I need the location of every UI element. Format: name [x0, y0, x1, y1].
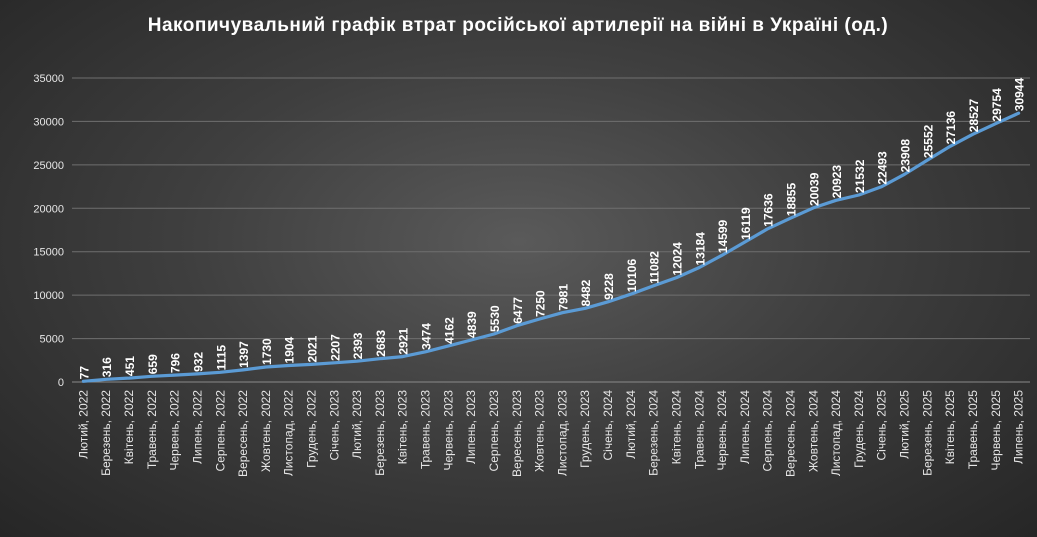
x-tick-label: Жовтень, 2024 — [806, 390, 820, 472]
x-tick-label: Липень, 2025 — [1012, 390, 1026, 464]
data-label: 16119 — [739, 207, 753, 240]
x-tick-label: Вересень, 2022 — [236, 390, 250, 477]
x-tick-label: Квітень, 2023 — [396, 390, 410, 465]
x-tick-label: Квітень, 2024 — [669, 390, 683, 465]
data-label: 30944 — [1013, 78, 1027, 112]
x-tick-label: Лютий, 2023 — [350, 390, 364, 459]
chart-title: Накопичувальний графік втрат російської … — [148, 15, 889, 36]
data-label: 11082 — [648, 251, 662, 284]
data-label: 6477 — [511, 297, 525, 324]
x-tick-label: Жовтень, 2022 — [259, 390, 273, 472]
y-tick-label: 5000 — [40, 334, 64, 346]
x-tick-label: Червень, 2025 — [989, 390, 1003, 471]
data-label: 932 — [191, 352, 205, 372]
data-label: 20923 — [830, 165, 844, 199]
data-label: 17636 — [762, 193, 776, 227]
data-label: 1115 — [214, 345, 228, 371]
x-tick-label: Квітень, 2022 — [122, 390, 136, 465]
x-tick-label: Листопад, 2023 — [555, 390, 569, 476]
gridlines — [72, 77, 1030, 383]
x-tick-label: Серпень, 2023 — [487, 390, 501, 472]
x-tick-label: Травень, 2022 — [145, 390, 159, 469]
x-tick-label: Серпень, 2022 — [213, 390, 227, 472]
data-label: 14599 — [716, 220, 730, 254]
data-label: 1730 — [260, 338, 274, 365]
data-label: 451 — [123, 356, 137, 376]
data-label: 4839 — [465, 311, 479, 338]
data-label: 10106 — [625, 259, 639, 293]
x-tick-label: Квітень, 2025 — [943, 390, 957, 465]
data-label: 2021 — [306, 335, 320, 362]
x-tick-label: Листопад, 2024 — [829, 390, 843, 476]
data-label: 21532 — [853, 159, 867, 193]
data-label: 5530 — [488, 305, 502, 332]
data-label: 2207 — [328, 334, 342, 361]
y-tick-label: 30000 — [33, 116, 64, 128]
data-label: 3474 — [420, 323, 434, 350]
data-label: 77 — [77, 366, 91, 380]
x-tick-label: Вересень, 2023 — [510, 390, 524, 477]
x-tick-label: Січень, 2023 — [327, 390, 341, 461]
x-tick-label: Червень, 2024 — [715, 390, 729, 471]
data-label: 29754 — [990, 88, 1004, 122]
data-label: 7250 — [534, 290, 548, 317]
x-tick-label: Вересень, 2024 — [784, 390, 798, 477]
x-tick-label: Травень, 2024 — [692, 390, 706, 469]
data-label: 4162 — [442, 317, 456, 344]
y-tick-label: 0 — [58, 377, 64, 389]
data-label: 22493 — [876, 151, 890, 185]
y-tick-label: 35000 — [33, 73, 64, 85]
data-label: 2921 — [397, 328, 411, 355]
x-tick-label: Жовтень, 2023 — [533, 390, 547, 472]
data-label: 28527 — [967, 99, 981, 133]
x-tick-label: Серпень, 2024 — [761, 390, 775, 472]
x-tick-label: Березень, 2022 — [99, 390, 113, 476]
x-tick-label: Травень, 2025 — [966, 390, 980, 469]
data-label: 7981 — [556, 284, 570, 311]
x-tick-label: Січень, 2025 — [875, 390, 889, 461]
data-label: 9228 — [602, 273, 616, 300]
data-label: 18855 — [785, 183, 799, 217]
x-tick-label: Лютий, 2024 — [624, 390, 638, 459]
x-tick-label: Липень, 2023 — [464, 390, 478, 464]
data-label: 12024 — [670, 242, 684, 276]
x-tick-label: Лютий, 2025 — [898, 390, 912, 459]
data-label: 27136 — [944, 111, 958, 145]
x-tick-label: Березень, 2025 — [920, 390, 934, 476]
data-label: 1904 — [283, 336, 297, 363]
x-tick-label: Грудень, 2024 — [852, 390, 866, 468]
data-label: 2683 — [374, 330, 388, 357]
x-tick-label: Січень, 2024 — [601, 390, 615, 461]
data-label: 13184 — [693, 232, 707, 266]
x-tick-label: Березень, 2024 — [647, 390, 661, 476]
x-tick-label: Червень, 2023 — [441, 390, 455, 471]
x-tick-label: Липень, 2022 — [190, 390, 204, 464]
data-label: 2393 — [351, 332, 365, 359]
x-tick-label: Червень, 2022 — [168, 390, 182, 471]
data-label: 8482 — [579, 279, 593, 306]
data-label: 796 — [169, 353, 183, 373]
data-label: 23908 — [899, 139, 913, 173]
data-label: 1397 — [237, 341, 251, 368]
x-tick-label: Грудень, 2022 — [305, 390, 319, 468]
series-line — [81, 111, 1021, 383]
data-label: 316 — [100, 357, 114, 377]
x-tick-label: Березень, 2023 — [373, 390, 387, 476]
y-tick-label: 20000 — [33, 203, 64, 215]
x-tick-label: Листопад, 2022 — [282, 390, 296, 476]
x-tick-label: Травень, 2023 — [419, 390, 433, 469]
x-axis-ticks: Лютий, 2022 Березень, 2022 Квітень, 2022 Тр… — [76, 390, 1025, 477]
x-tick-label: Липень, 2024 — [738, 390, 752, 464]
x-tick-label: Лютий, 2022 — [76, 390, 90, 459]
data-labels: 77 316 451 659 796 932 1115 1397 1730 1904 2021 220… — [77, 78, 1026, 380]
y-tick-label: 10000 — [33, 290, 64, 302]
y-axis-ticks: 0 5000 10000 15000 20000 25000 30000 35000 — [33, 73, 64, 389]
data-label: 659 — [146, 354, 160, 374]
y-tick-label: 25000 — [33, 160, 64, 172]
data-label: 25552 — [921, 124, 935, 158]
data-label: 20039 — [807, 172, 821, 206]
x-tick-label: Грудень, 2023 — [578, 390, 592, 468]
y-tick-label: 15000 — [33, 247, 64, 259]
